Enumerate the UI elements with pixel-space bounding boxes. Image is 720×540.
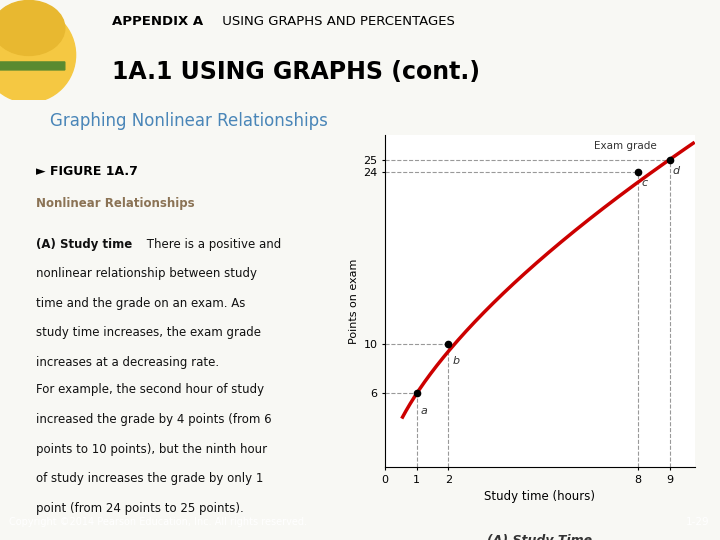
Text: a: a — [420, 406, 428, 416]
Text: point (from 24 points to 25 points).: point (from 24 points to 25 points). — [36, 502, 244, 515]
Text: Exam grade: Exam grade — [594, 141, 657, 151]
Text: points to 10 points), but the ninth hour: points to 10 points), but the ninth hour — [36, 443, 267, 456]
Text: Graphing Nonlinear Relationships: Graphing Nonlinear Relationships — [50, 112, 328, 130]
Text: b: b — [452, 356, 459, 367]
Text: 1A.1 USING GRAPHS (cont.): 1A.1 USING GRAPHS (cont.) — [112, 60, 480, 84]
Text: There is a positive and: There is a positive and — [143, 238, 281, 251]
Y-axis label: Points on exam: Points on exam — [349, 258, 359, 344]
Text: 1-29: 1-29 — [685, 517, 709, 528]
Text: time and the grade on an exam. As: time and the grade on an exam. As — [36, 297, 246, 310]
Text: USING GRAPHS AND PERCENTAGES: USING GRAPHS AND PERCENTAGES — [218, 16, 455, 29]
Text: Nonlinear Relationships: Nonlinear Relationships — [36, 197, 194, 210]
Text: ► FIGURE 1A.7: ► FIGURE 1A.7 — [36, 165, 138, 178]
Text: d: d — [672, 166, 680, 176]
Text: Copyright ©2014 Pearson Education, Inc. All rights reserved.: Copyright ©2014 Pearson Education, Inc. … — [9, 517, 307, 528]
Text: increases at a decreasing rate.: increases at a decreasing rate. — [36, 356, 219, 369]
Ellipse shape — [0, 1, 65, 56]
Text: APPENDIX A: APPENDIX A — [112, 16, 203, 29]
FancyBboxPatch shape — [0, 62, 65, 70]
Text: nonlinear relationship between study: nonlinear relationship between study — [36, 267, 257, 280]
X-axis label: Study time (hours): Study time (hours) — [485, 490, 595, 503]
Text: increased the grade by 4 points (from 6: increased the grade by 4 points (from 6 — [36, 413, 271, 426]
Text: (A) Study time: (A) Study time — [36, 238, 132, 251]
Text: For example, the second hour of study: For example, the second hour of study — [36, 383, 264, 396]
Text: of study increases the grade by only 1: of study increases the grade by only 1 — [36, 472, 264, 485]
Ellipse shape — [0, 8, 76, 103]
Text: (A) Study Time: (A) Study Time — [487, 534, 593, 540]
Text: study time increases, the exam grade: study time increases, the exam grade — [36, 326, 261, 339]
Text: c: c — [642, 178, 648, 188]
